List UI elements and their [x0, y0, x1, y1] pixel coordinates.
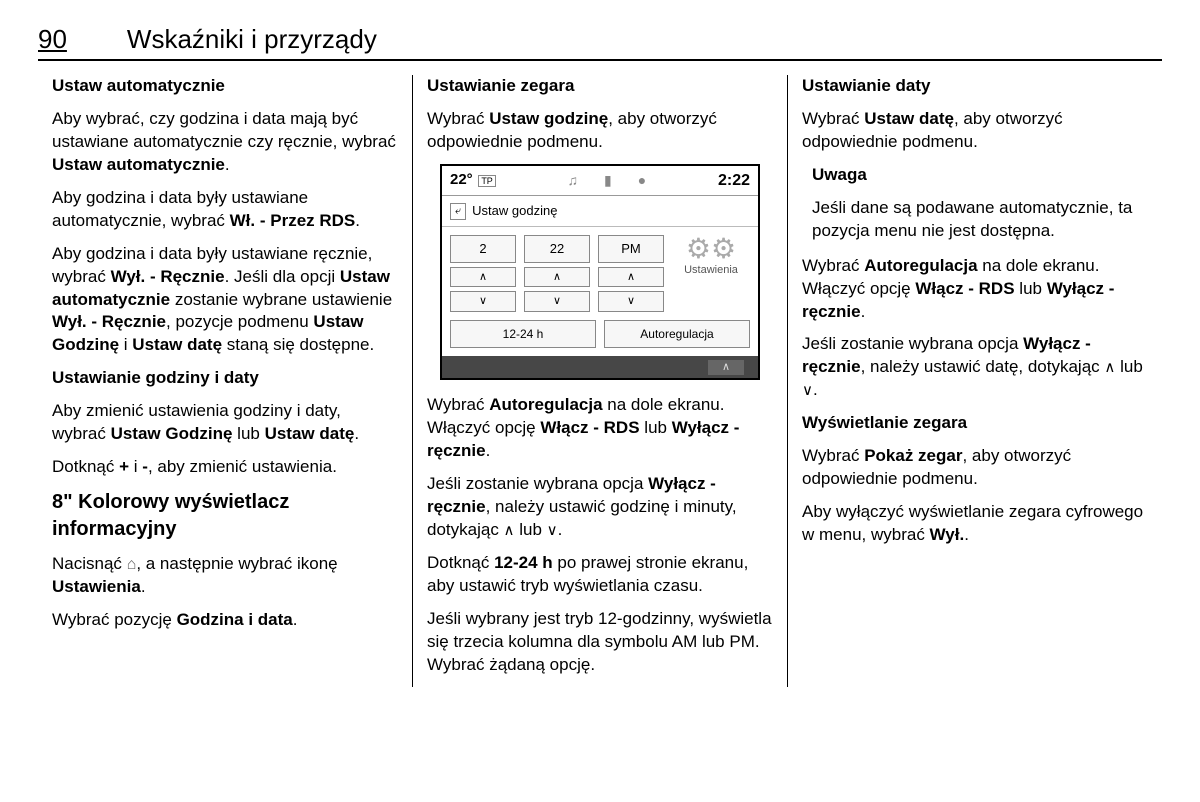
heading-auto-set: Ustaw automatycznie: [52, 75, 398, 98]
heading-time-date: Ustawianie godziny i daty: [52, 367, 398, 390]
page-number: 90: [38, 24, 67, 55]
note-body: Jeśli dane są podawane automatycznie, ta…: [812, 197, 1148, 243]
btn-1224h: 12-24 h: [450, 320, 596, 348]
side-label: Ustawienia: [672, 263, 750, 278]
content-columns: Ustaw automatycznie Aby wybrać, czy godz…: [38, 75, 1162, 687]
hour-down: ∨: [450, 291, 516, 312]
heading-show-clock: Wyświetlanie zegara: [802, 412, 1148, 435]
note-title: Uwaga: [812, 164, 1148, 187]
para: Jeśli zostanie wybrana opcja Wyłącz - rę…: [802, 333, 1148, 402]
column-1: Ustaw automatycznie Aby wybrać, czy godz…: [38, 75, 412, 687]
screen-footer: ∧: [442, 356, 758, 378]
para: Dotknąć + i -, aby zmienić ustawienia.: [52, 456, 398, 479]
ampm-down: ∨: [598, 291, 664, 312]
screen-temp: 22° TP: [450, 170, 496, 190]
hour-up: ∧: [450, 267, 516, 288]
para: Wybrać Autoregulacja na dole ekranu. Włą…: [427, 394, 773, 463]
ampm-value: PM: [598, 235, 664, 263]
column-2: Ustawianie zegara Wybrać Ustaw godzinę, …: [412, 75, 787, 687]
clock-screen-mock: 22° TP ♫ ▮ ● 2:22 ⤶ Ustaw godzinę 2 ∧: [440, 164, 760, 381]
note-icon: ♫: [568, 171, 579, 190]
para: Jeśli wybrany jest tryb 12-godzinny, wyś…: [427, 608, 773, 677]
para: Wybrać pozycję Godzina i data.: [52, 609, 398, 632]
chevron-up-icon: [1104, 356, 1115, 379]
para: Wybrać Ustaw godzinę, aby otworzyć odpow…: [427, 108, 773, 154]
note-box: Uwaga Jeśli dane są podawane automatyczn…: [812, 164, 1148, 243]
btn-autoreg: Autoregulacja: [604, 320, 750, 348]
heading-set-clock: Ustawianie zegara: [427, 75, 773, 98]
minute-up: ∧: [524, 267, 590, 288]
heading-set-date: Ustawianie daty: [802, 75, 1148, 98]
footer-up-icon: ∧: [708, 360, 744, 375]
para: Wybrać Pokaż zegar, aby otworzyć odpowie…: [802, 445, 1148, 491]
screen-topbar: 22° TP ♫ ▮ ● 2:22: [442, 166, 758, 197]
screen-body: 2 ∧ ∨ 22 ∧ ∨ PM ∧ ∨ ⚙: [442, 227, 758, 320]
para: Wybrać Ustaw datę, aby otworzyć odpowied…: [802, 108, 1148, 154]
chevron-down-icon: [547, 519, 558, 542]
para: Aby godzina i data były ustawiane ręczni…: [52, 243, 398, 358]
chevron-up-icon: [504, 519, 515, 542]
crumb-label: Ustaw godzinę: [472, 202, 557, 220]
hour-value: 2: [450, 235, 516, 263]
tp-badge: TP: [478, 175, 496, 187]
para: Aby wyłączyć wyświetlanie zegara cyfrowe…: [802, 501, 1148, 547]
hour-spinner: 2 ∧ ∨: [450, 235, 516, 312]
minute-down: ∨: [524, 291, 590, 312]
para: Aby godzina i data były ustawiane automa…: [52, 187, 398, 233]
page-header: 90 Wskaźniki i przyrządy: [38, 24, 1162, 61]
minute-value: 22: [524, 235, 590, 263]
screen-clock: 2:22: [718, 170, 750, 192]
para: Nacisnąć , a następnie wybrać ikonę Usta…: [52, 553, 398, 599]
chevron-down-icon: [802, 379, 813, 402]
para: Aby wybrać, czy godzina i data mają być …: [52, 108, 398, 177]
para: Jeśli zostanie wybrana opcja Wyłącz - rę…: [427, 473, 773, 542]
screen-status-icons: ♫ ▮ ●: [496, 171, 718, 190]
para: Wybrać Autoregulacja na dole ekranu. Włą…: [802, 255, 1148, 324]
screen-breadcrumb: ⤶ Ustaw godzinę: [442, 196, 758, 227]
home-icon: [127, 553, 137, 576]
gear-icon: ⚙︎⚙︎: [672, 235, 750, 263]
column-3: Ustawianie daty Wybrać Ustaw datę, aby o…: [787, 75, 1162, 687]
heading-8in-display: 8" Kolorowy wyświetlacz informacyjny: [52, 489, 398, 543]
back-icon: ⤶: [450, 203, 466, 220]
ampm-up: ∧: [598, 267, 664, 288]
para: Dotknąć 12-24 h po prawej stronie ekranu…: [427, 552, 773, 598]
chapter-title: Wskaźniki i przyrządy: [127, 24, 377, 55]
screen-bottom-buttons: 12-24 h Autoregulacja: [442, 320, 758, 356]
battery-icon: ▮: [604, 171, 612, 190]
screen-side: ⚙︎⚙︎ Ustawienia: [672, 235, 750, 312]
para: Aby zmienić ustawienia godziny i daty, w…: [52, 400, 398, 446]
ampm-spinner: PM ∧ ∨: [598, 235, 664, 312]
time-spinners: 2 ∧ ∨ 22 ∧ ∨ PM ∧ ∨: [450, 235, 664, 312]
dot-icon: ●: [638, 171, 646, 190]
minute-spinner: 22 ∧ ∨: [524, 235, 590, 312]
